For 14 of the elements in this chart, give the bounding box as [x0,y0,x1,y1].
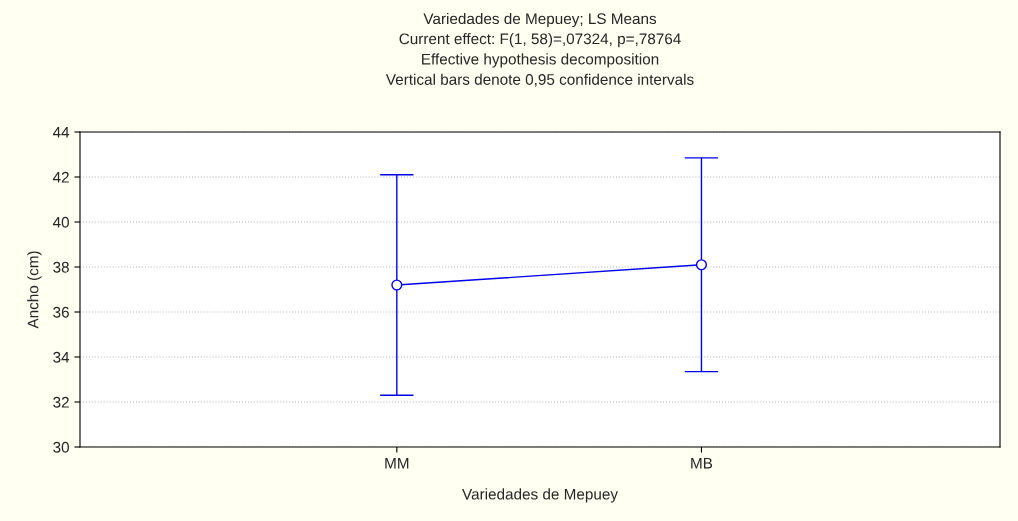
y-tick-label: 42 [52,171,69,183]
y-tick-label: 32 [53,396,69,408]
y-tick-label: 36 [53,306,69,318]
x-tick-label: MB [691,457,713,469]
x-tick-label: MM [385,457,409,469]
chart-title: Variedades de Mepuey; LS Means [423,12,657,28]
chart-subtitle: Current effect: F(1, 58)=,07324, p=,78764 Effective hypothesis decomposition Vertical bars denote 0,95 confidence intervals [385,33,694,87]
x-axis-title: Variedades de Mepuey [462,488,618,503]
y-tick-label: 38 [53,261,69,273]
y-tick-label: 44 [52,127,70,138]
y-tick-label: 30 [53,441,69,453]
y-tick-label: 34 [53,351,70,363]
y-axis-title: Ancho (cm) [27,251,42,329]
y-tick-label: 40 [52,216,69,228]
